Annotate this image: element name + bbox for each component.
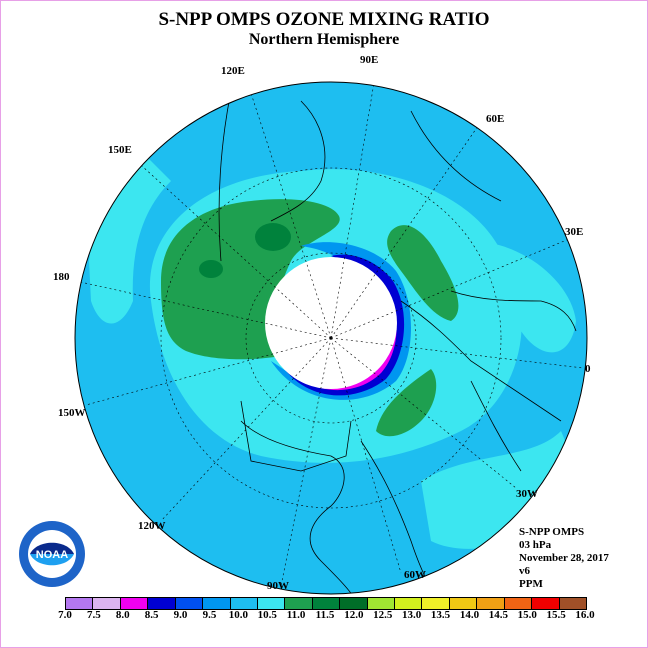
lon-label: 150E xyxy=(108,144,132,156)
colorbar-tick-label: 8.5 xyxy=(144,609,159,621)
colorbar-swatch xyxy=(230,598,258,609)
colorbar-tick-label: 12.5 xyxy=(373,609,393,621)
lon-label: 120W xyxy=(138,520,166,532)
colorbar-swatch xyxy=(66,598,94,609)
date-label: November 28, 2017 xyxy=(519,552,609,564)
colorbar-swatch xyxy=(367,598,396,609)
instrument-label: S-NPP OMPS xyxy=(519,526,585,538)
colorbar-tick-label: 8.0 xyxy=(115,609,130,621)
colorbar-tick-label: 10.0 xyxy=(228,609,248,621)
colorbar-tick-label: 15.5 xyxy=(546,609,566,621)
colorbar-tick-label: 16.0 xyxy=(575,609,595,621)
info-block: S-NPP OMPS 03 hPa November 28, 2017 v6 P… xyxy=(519,526,609,591)
colorbar-swatch xyxy=(395,598,423,609)
version-label: v6 xyxy=(519,565,530,577)
navy-band xyxy=(286,254,405,396)
colorbar-tick-label: 15.0 xyxy=(517,609,537,621)
colorbar-swatch xyxy=(559,598,587,609)
lon-label: 0 xyxy=(585,363,591,375)
graticule xyxy=(75,82,584,587)
map-subtitle: Northern Hemisphere xyxy=(248,31,400,48)
lon-label: 180 xyxy=(53,271,70,283)
colorbar-tick-label: 9.0 xyxy=(173,609,188,621)
colorbar-swatch xyxy=(148,598,176,609)
colorbar-swatch xyxy=(422,598,450,609)
colorbar-tick-label: 13.5 xyxy=(430,609,451,621)
lon-label: 30E xyxy=(565,226,583,238)
colorbar-swatch xyxy=(504,598,533,609)
lon-label: 30W xyxy=(516,488,538,500)
green-blob-europe xyxy=(387,225,459,321)
colorbar-swatch xyxy=(93,598,121,609)
map-boundary xyxy=(74,81,588,595)
colorbar-tick-label: 14.5 xyxy=(488,609,508,621)
lon-label: 60W xyxy=(404,569,426,581)
colorbar-swatch xyxy=(257,598,286,609)
lon-label: 150W xyxy=(58,407,86,419)
lon-label: 90E xyxy=(360,54,378,66)
lon-label: 90W xyxy=(267,580,289,592)
colorbar-swatch xyxy=(312,598,341,609)
colorbar-swatch xyxy=(203,598,231,609)
svg-text:NOAA: NOAA xyxy=(36,549,68,561)
green-blob-pacific xyxy=(161,199,340,360)
colorbar xyxy=(65,597,587,610)
dark-patch-b xyxy=(255,223,291,251)
colorbar-tick-label: 11.0 xyxy=(286,609,306,621)
polar-no-data xyxy=(265,257,397,389)
lon-label: 60E xyxy=(486,113,504,125)
colorbar-swatch xyxy=(175,598,204,609)
colorbar-swatch xyxy=(477,598,505,609)
colorbar-swatch xyxy=(340,598,368,609)
colorbar-swatch xyxy=(532,598,560,609)
colorbar-tick-label: 7.5 xyxy=(87,609,101,621)
units-label: PPM xyxy=(519,578,543,590)
colorbar-tick-label: 14.0 xyxy=(459,609,480,621)
lon-label: 120E xyxy=(221,65,245,77)
dark-patch-a xyxy=(199,260,223,278)
longitude-labels: 90E 60E 30E 0 30W 60W 90W 120W 150W 180 … xyxy=(53,54,591,592)
green-blob-atlantic xyxy=(376,369,437,437)
level-label: 03 hPa xyxy=(519,539,552,551)
colorbar-tick-label: 12.0 xyxy=(344,609,364,621)
colorbar-tick-label: 7.0 xyxy=(58,609,72,621)
noaa-logo-icon: NOAA xyxy=(19,521,85,587)
map-title: S-NPP OMPS OZONE MIXING RATIO xyxy=(158,9,490,30)
colorbar-tick-label: 11.5 xyxy=(315,609,335,621)
colorbar-tick-label: 10.5 xyxy=(257,609,277,621)
colorbar-ticks: 7.0 7.5 8.0 8.5 9.0 9.5 10.0 10.5 11.0 11.5 12.0 12… xyxy=(55,609,595,623)
colorbar-tick-label: 9.5 xyxy=(202,609,217,621)
colorbar-tick-label: 13.0 xyxy=(402,609,422,621)
colorbar-swatch xyxy=(449,598,478,609)
colorbar-swatch xyxy=(285,598,313,609)
colorbar-swatch xyxy=(120,598,149,609)
